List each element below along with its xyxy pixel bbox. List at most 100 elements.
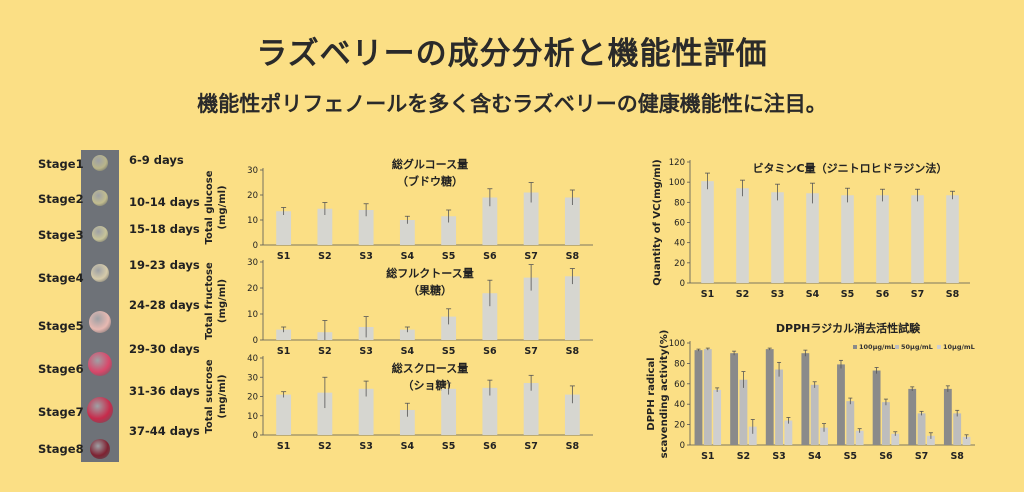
raspberry-fruit-image bbox=[90, 439, 110, 459]
x-tick-label: S8 bbox=[950, 451, 964, 462]
bar bbox=[694, 350, 703, 445]
bar bbox=[841, 195, 854, 283]
chart-subtitle: （ブドウ糖） bbox=[397, 174, 463, 188]
y-axis-label: (mg/ml) bbox=[217, 185, 228, 229]
x-tick-label: S2 bbox=[737, 451, 750, 462]
bar bbox=[837, 364, 845, 445]
raspberry-fruit-image bbox=[91, 264, 109, 282]
y-tick-label: 20 bbox=[674, 259, 685, 269]
x-tick-label: S7 bbox=[524, 346, 537, 357]
bar bbox=[846, 401, 855, 445]
x-tick-label: S6 bbox=[879, 451, 893, 462]
y-tick-label: 10 bbox=[247, 412, 258, 422]
x-tick-label: S2 bbox=[736, 289, 749, 300]
bar bbox=[926, 435, 935, 445]
bar bbox=[358, 210, 374, 245]
x-tick-label: S4 bbox=[808, 451, 822, 462]
x-tick-label: S7 bbox=[911, 289, 924, 300]
bar bbox=[399, 409, 415, 435]
y-axis-label: (mg/ml) bbox=[217, 279, 228, 323]
x-tick-label: S8 bbox=[946, 289, 960, 300]
x-tick-label: S7 bbox=[524, 441, 537, 452]
stage-days-label: 6-9 days bbox=[129, 153, 184, 167]
y-tick-label: 20 bbox=[674, 421, 685, 431]
raspberry-fruit-image bbox=[89, 311, 111, 333]
x-tick-label: S6 bbox=[483, 251, 497, 262]
x-tick-label: S1 bbox=[277, 441, 290, 452]
x-tick-label: S5 bbox=[442, 441, 455, 452]
bar bbox=[775, 369, 783, 445]
x-tick-label: S4 bbox=[401, 441, 415, 452]
x-tick-label: S1 bbox=[277, 346, 290, 357]
x-tick-label: S3 bbox=[771, 289, 784, 300]
raspberry-fruit-image bbox=[92, 226, 108, 242]
stage-label: Stage7 bbox=[38, 405, 84, 419]
legend-swatch bbox=[853, 345, 857, 349]
bar bbox=[564, 394, 580, 435]
x-tick-label: S2 bbox=[318, 346, 331, 357]
stage-days-label: 37-44 days bbox=[129, 424, 200, 438]
raspberry-fruit-image bbox=[92, 155, 108, 171]
page-title: ラズベリーの成分分析と機能性評価 bbox=[256, 36, 768, 72]
bar bbox=[765, 349, 774, 445]
stage-label: Stage3 bbox=[38, 228, 84, 242]
bar bbox=[748, 426, 757, 445]
bar bbox=[736, 188, 749, 283]
bar bbox=[876, 195, 889, 283]
bar bbox=[358, 388, 374, 435]
page-subtitle: 機能性ポリフェノールを多く含むラズベリーの健康機能性に注目。 bbox=[197, 92, 827, 116]
x-tick-label: S1 bbox=[701, 289, 714, 300]
y-tick-label: 30 bbox=[247, 166, 258, 176]
bar bbox=[882, 402, 890, 445]
y-tick-label: 0 bbox=[253, 336, 258, 346]
y-tick-label: 0 bbox=[253, 431, 258, 441]
legend-label: 10μg/mL bbox=[943, 343, 975, 351]
stage-label: Stage6 bbox=[38, 362, 84, 376]
bar bbox=[399, 220, 415, 245]
y-tick-label: 40 bbox=[247, 354, 258, 364]
y-tick-label: 100 bbox=[669, 178, 685, 188]
bar bbox=[917, 413, 926, 445]
x-tick-label: S7 bbox=[915, 451, 928, 462]
bar bbox=[771, 192, 784, 283]
x-tick-label: S4 bbox=[401, 251, 415, 262]
chart-title: 総グルコース量 bbox=[392, 157, 468, 171]
bar bbox=[730, 353, 739, 445]
x-tick-label: S6 bbox=[483, 441, 497, 452]
bar bbox=[953, 413, 962, 445]
y-tick-label: 100 bbox=[669, 339, 685, 349]
chart-title: 総フルクトース量 bbox=[386, 266, 473, 280]
y-tick-label: 30 bbox=[247, 258, 258, 268]
bar bbox=[441, 316, 457, 340]
x-tick-label: S3 bbox=[359, 251, 372, 262]
y-axis-label: scavending activity(%) bbox=[659, 330, 670, 459]
bar bbox=[441, 388, 457, 435]
y-tick-label: 0 bbox=[253, 241, 258, 251]
stage-days-label: 10-14 days bbox=[129, 195, 200, 209]
bar bbox=[564, 276, 580, 340]
legend-label: 50μg/mL bbox=[901, 343, 933, 351]
x-tick-label: S8 bbox=[566, 441, 580, 452]
bar bbox=[276, 394, 292, 435]
bar bbox=[806, 193, 819, 283]
bar bbox=[482, 387, 498, 435]
bar bbox=[482, 197, 498, 245]
bar bbox=[523, 383, 539, 435]
bar bbox=[911, 195, 924, 283]
y-tick-label: 60 bbox=[674, 219, 685, 229]
x-tick-label: S4 bbox=[401, 346, 415, 357]
raspberry-fruit-image bbox=[92, 190, 108, 206]
y-tick-label: 10 bbox=[247, 216, 258, 226]
x-tick-label: S5 bbox=[442, 346, 455, 357]
x-tick-label: S3 bbox=[359, 346, 372, 357]
x-tick-label: S5 bbox=[844, 451, 857, 462]
x-tick-label: S1 bbox=[701, 451, 714, 462]
bar bbox=[564, 197, 580, 245]
y-tick-label: 40 bbox=[674, 239, 685, 249]
y-axis-label: (mg/ml) bbox=[217, 374, 228, 418]
y-tick-label: 60 bbox=[674, 380, 685, 390]
